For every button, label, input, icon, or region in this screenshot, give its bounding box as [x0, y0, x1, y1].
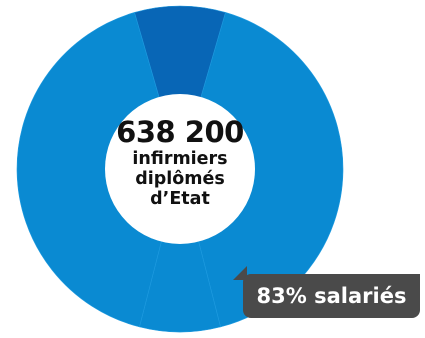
donut-center [105, 94, 255, 244]
callout-label: 83% salariés [243, 274, 420, 318]
center-total-label-line1: infirmiers [132, 149, 228, 169]
pie-slice-top-segment-3 [134, 5, 226, 171]
center-total-label-line3: d’Etat [150, 189, 210, 209]
pie-slice-salariés-2 [16, 12, 181, 328]
center-total-label-line2: diplômés [135, 169, 225, 189]
center-total-value: 638 200 [116, 115, 244, 149]
center-total: 638 200 infirmiers diplômés d’Etat [100, 115, 260, 209]
